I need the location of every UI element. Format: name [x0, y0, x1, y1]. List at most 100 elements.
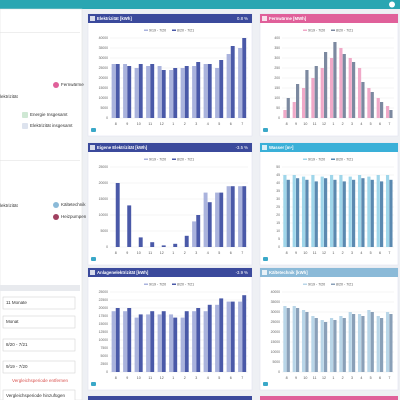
y-tick-label: 150	[274, 86, 280, 90]
menu-item[interactable]: Kältetechnik	[61, 202, 86, 207]
bar	[127, 205, 132, 247]
bar	[196, 215, 201, 247]
bar	[333, 320, 337, 372]
remove-link[interactable]: Vergleichsperiode entfernen	[12, 378, 69, 383]
menu-item[interactable]: lektrizität	[0, 94, 19, 99]
x-tick-label: 7	[241, 376, 243, 380]
bar	[196, 308, 201, 372]
bar	[320, 68, 324, 118]
x-tick-label: 3	[195, 122, 197, 126]
bar	[314, 66, 318, 118]
y-tick-label: 10000	[99, 213, 109, 217]
bar	[339, 175, 343, 247]
help-button[interactable]	[389, 1, 395, 8]
bar	[367, 310, 371, 372]
add-button[interactable]	[2, 389, 76, 400]
bar	[296, 178, 300, 247]
card-icon	[262, 270, 267, 275]
bar	[169, 70, 174, 118]
bar	[150, 64, 155, 118]
bar	[292, 306, 296, 372]
bar	[339, 48, 343, 118]
card-icon	[90, 270, 95, 275]
select[interactable]	[2, 315, 76, 329]
card-icon	[262, 16, 267, 21]
bar	[219, 60, 224, 118]
sidebar	[0, 8, 83, 400]
bar	[215, 68, 220, 118]
x-tick-label: 12	[322, 122, 326, 126]
bar	[146, 66, 151, 118]
x-tick-label: 8	[286, 251, 288, 255]
bar	[361, 82, 365, 118]
x-tick-label: 3	[351, 376, 353, 380]
y-tick-label: 20000	[99, 181, 109, 185]
change-badge: -3.9 %	[236, 270, 249, 275]
x-tick-label: 6	[230, 122, 232, 126]
select[interactable]	[2, 296, 76, 310]
x-tick-label: 1	[332, 251, 334, 255]
date-input[interactable]	[2, 338, 76, 352]
date-input[interactable]	[2, 360, 76, 374]
bar	[301, 310, 306, 372]
bar	[127, 308, 132, 372]
y-tick-label: 45	[276, 173, 280, 177]
icon	[22, 112, 28, 118]
menu-item[interactable]: Energie Insgesamt	[30, 112, 68, 117]
x-tick-label: 2	[342, 251, 344, 255]
bar	[352, 179, 356, 247]
x-tick-label: 12	[160, 376, 164, 380]
x-tick-label: 6	[379, 376, 381, 380]
menu-item[interactable]: lektrizität	[0, 203, 19, 208]
menu-item[interactable]: Fernwärme	[61, 82, 84, 87]
x-tick-label: 2	[184, 376, 186, 380]
y-tick-label: 20000	[271, 330, 281, 334]
bar	[352, 62, 356, 118]
bar	[238, 186, 243, 247]
x-tick-label: 8	[286, 122, 288, 126]
bar	[207, 202, 212, 247]
bar	[311, 175, 315, 247]
legend-swatch	[303, 29, 307, 31]
y-tick-label: 40000	[99, 36, 109, 40]
legend-label: 9/19 - 7/20	[149, 28, 166, 32]
card	[87, 142, 253, 266]
y-tick-label: 0	[106, 116, 108, 120]
x-tick-label: 11	[148, 376, 152, 380]
x-tick-label: 10	[137, 251, 141, 255]
bar	[169, 314, 174, 372]
x-tick-label: 5	[370, 376, 372, 380]
change-badge: 0.8 %	[237, 16, 248, 21]
icon	[53, 202, 59, 208]
card-header	[260, 268, 398, 277]
menu-item[interactable]: Heizpumpen	[61, 214, 87, 219]
bar	[192, 311, 197, 372]
y-tick-label: 12500	[99, 330, 109, 334]
card-header	[88, 268, 252, 277]
y-tick-label: 100	[274, 96, 280, 100]
y-tick-label: 300	[274, 56, 280, 60]
y-tick-label: 10000	[99, 338, 109, 342]
y-tick-label: 25	[276, 205, 280, 209]
card-title: Wasser [m³]	[269, 145, 294, 150]
card	[259, 13, 399, 137]
x-tick-label: 5	[218, 251, 220, 255]
y-tick-label: 200	[274, 76, 280, 80]
bar	[348, 176, 352, 247]
menu-item[interactable]: Elektrizität insgesamt	[30, 123, 73, 128]
bar	[389, 179, 393, 247]
bar	[115, 308, 120, 372]
x-tick-label: 7	[241, 251, 243, 255]
bar	[115, 64, 120, 118]
bar	[226, 54, 231, 118]
bar	[192, 221, 197, 247]
bar	[173, 317, 178, 372]
bar	[348, 58, 352, 118]
y-tick-label: 30000	[271, 310, 281, 314]
y-tick-label: 350	[274, 46, 280, 50]
bar	[301, 88, 306, 118]
legend-swatch	[172, 29, 176, 31]
bar	[203, 192, 208, 247]
card	[259, 267, 399, 391]
bar	[180, 68, 185, 118]
